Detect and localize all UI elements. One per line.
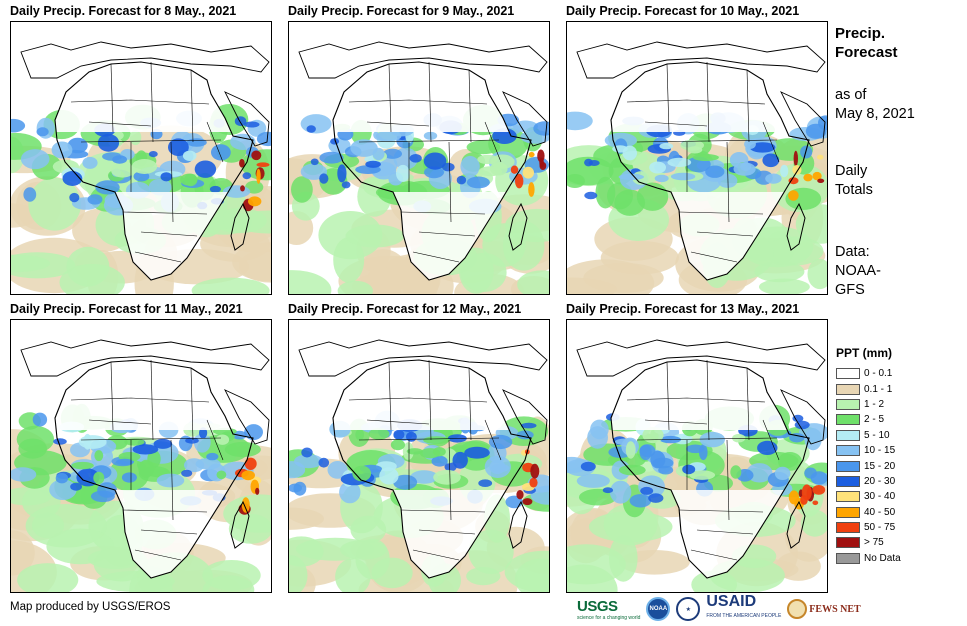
side-title-line2: Forecast (835, 44, 898, 61)
totals-line2: Totals (835, 182, 873, 198)
legend-label: 5 - 10 (864, 429, 890, 441)
usgs-tagline: science for a changing world (577, 614, 641, 621)
noaa-logo-text: NOAA (649, 606, 668, 612)
legend-item: 0.1 - 1 (836, 381, 901, 396)
legend-item: 30 - 40 (836, 489, 901, 504)
precip-map (10, 21, 272, 295)
totals-note: Daily Totals (835, 162, 873, 200)
legend-label: 40 - 50 (864, 506, 896, 518)
legend-label: 50 - 75 (864, 522, 896, 534)
ppt-legend: PPT (mm) 0 - 0.1 0.1 - 1 1 - 2 2 - 5 5 - 10 1… (836, 346, 901, 566)
legend-label: No Data (864, 552, 901, 564)
legend-label: > 75 (864, 537, 884, 549)
legend-label: 0 - 0.1 (864, 368, 893, 380)
panel-title: Daily Precip. Forecast for 10 May., 2021 (566, 4, 800, 18)
legend-swatch (836, 368, 860, 380)
legend-swatch (836, 398, 860, 410)
africa-map-graphic (289, 339, 549, 592)
legend-label: 0.1 - 1 (864, 383, 893, 395)
legend-label: 2 - 5 (864, 414, 885, 426)
fews-logo-text: FEWS NET (809, 603, 861, 615)
globe-icon (787, 599, 808, 619)
legend-item: 10 - 15 (836, 443, 901, 458)
panel-title: Daily Precip. Forecast for 13 May., 2021 (566, 302, 800, 316)
legend-swatch (836, 383, 860, 395)
precip-map (10, 319, 272, 593)
data-line2: NOAA- (835, 263, 881, 279)
panel-title: Daily Precip. Forecast for 8 May., 2021 (10, 4, 237, 18)
legend-item: 40 - 50 (836, 505, 901, 520)
legend-label: 15 - 20 (864, 460, 896, 472)
legend-swatch (836, 522, 860, 534)
usgs-logo: USGS science for a changing world (577, 598, 640, 621)
legend-item: 15 - 20 (836, 458, 901, 473)
panel-title: Daily Precip. Forecast for 11 May., 2021 (10, 302, 243, 316)
totals-line1: Daily (835, 163, 868, 179)
side-title-line1: Precip. (835, 25, 886, 42)
precip-map (288, 21, 550, 295)
usaid-tagline: FROM THE AMERICAN PEOPLE (706, 613, 782, 619)
legend-label: 1 - 2 (864, 398, 885, 410)
legend-item: 5 - 10 (836, 428, 901, 443)
legend-swatch (836, 460, 860, 472)
africa-map-graphic (289, 41, 549, 294)
as-of-date: as of May 8, 2021 (835, 86, 915, 124)
africa-map-graphic (567, 41, 827, 294)
legend-item: No Data (836, 551, 901, 566)
africa-map-graphic (567, 339, 827, 592)
precip-map (288, 319, 550, 593)
legend-rows: 0 - 0.1 0.1 - 1 1 - 2 2 - 5 5 - 10 10 - 15 15 … (836, 366, 901, 566)
data-line3: GFS (835, 282, 865, 298)
legend-label: 10 - 15 (864, 445, 896, 457)
noaa-logo: NOAA (646, 597, 671, 621)
legend-swatch (836, 537, 860, 549)
legend-label: 20 - 30 (864, 475, 896, 487)
legend-swatch (836, 506, 860, 518)
legend-item: 20 - 30 (836, 474, 901, 489)
data-line1: Data: (835, 244, 870, 260)
precip-map (566, 21, 828, 295)
legend-item: 0 - 0.1 (836, 366, 901, 381)
legend-swatch (836, 552, 860, 564)
legend-swatch (836, 475, 860, 487)
legend-swatch (836, 491, 860, 503)
asof-line1: as of (835, 87, 867, 103)
legend-item: 1 - 2 (836, 397, 901, 412)
partner-logos: USGS science for a changing world NOAA ★… (577, 593, 861, 623)
panel-title: Daily Precip. Forecast for 9 May., 2021 (288, 4, 515, 18)
legend-title: PPT (mm) (836, 346, 893, 360)
asof-line2: May 8, 2021 (835, 106, 915, 122)
data-source: Data: NOAA- GFS (835, 243, 881, 300)
panel-title: Daily Precip. Forecast for 12 May., 2021 (288, 302, 522, 316)
usaid-logo: USAID FROM THE AMERICAN PEOPLE (706, 593, 782, 623)
legend-item: 50 - 75 (836, 520, 901, 535)
side-title: Precip. Forecast (835, 24, 898, 62)
legend-label: 30 - 40 (864, 491, 896, 503)
legend-item: > 75 (836, 535, 901, 550)
legend-swatch (836, 429, 860, 441)
legend-swatch (836, 414, 860, 426)
fews-net-logo: FEWS NET (787, 599, 861, 619)
usgs-logo-text: USGS (577, 597, 618, 615)
usaid-seal-icon: ★ (676, 597, 701, 621)
map-credit: Map produced by USGS/EROS (10, 601, 171, 613)
usaid-logo-text: USAID (706, 593, 757, 610)
africa-map-graphic (11, 41, 271, 294)
legend-item: 2 - 5 (836, 412, 901, 427)
precip-map (566, 319, 828, 593)
legend-swatch (836, 445, 860, 457)
africa-map-graphic (11, 339, 271, 592)
